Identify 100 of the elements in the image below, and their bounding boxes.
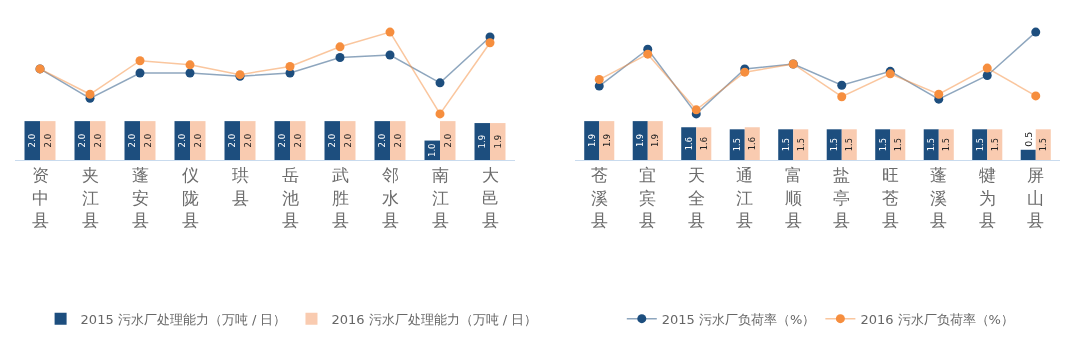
data-label: 1.5 — [795, 138, 806, 152]
data-label: 1.5 — [926, 138, 937, 152]
data-label: 1.5 — [844, 138, 855, 152]
legend-label: 2015 污水厂处理能力（万吨 / 日） — [80, 311, 287, 327]
bar — [987, 129, 1003, 160]
point — [335, 52, 345, 62]
data-label: 1.5 — [941, 138, 952, 152]
bar — [875, 129, 891, 160]
data-label: 1.6 — [747, 137, 758, 151]
data-label: 1.5 — [974, 138, 985, 152]
data-label: 2.0 — [142, 133, 153, 148]
bar — [681, 127, 697, 160]
bar — [1035, 129, 1051, 160]
point — [85, 89, 95, 99]
legend-label: 2016 污水厂处理能力（万吨 / 日） — [331, 311, 538, 327]
data-label: 2.0 — [377, 133, 388, 148]
data-label: 2.0 — [177, 133, 188, 148]
x-tick-label: 南江县 — [431, 165, 449, 230]
point — [385, 27, 395, 37]
point — [185, 68, 195, 78]
bar — [647, 121, 663, 160]
point — [485, 38, 495, 48]
data-label: 1.5 — [989, 138, 1000, 152]
data-label: 1.9 — [635, 134, 646, 148]
point — [982, 63, 992, 73]
x-tick-label: 富顺县 — [784, 165, 802, 230]
x-tick-label: 苍溪县 — [590, 165, 608, 230]
x-tick-label: 武胜县 — [331, 165, 349, 230]
data-label: 1.9 — [601, 134, 612, 148]
legend-label: 2015 污水厂负荷率（%） — [661, 311, 816, 327]
x-tick-label: 珙县 — [231, 165, 249, 208]
point — [1031, 27, 1041, 37]
x-tick-label: 蓬溪县 — [930, 165, 948, 230]
point — [837, 92, 847, 102]
point — [934, 89, 944, 99]
point — [435, 109, 445, 119]
x-tick-label: 夹江县 — [81, 165, 99, 230]
data-label: 2.0 — [392, 133, 403, 148]
x-tick-label: 资中县 — [31, 165, 49, 230]
x-tick-label: 仪陇县 — [181, 165, 199, 230]
data-label: 2.0 — [227, 133, 238, 148]
point — [185, 60, 195, 70]
data-label: 1.0 — [427, 143, 438, 157]
data-label: 1.5 — [732, 138, 743, 152]
bar — [584, 121, 600, 160]
bar — [826, 129, 842, 160]
x-tick-label: 旺苍县 — [881, 165, 899, 230]
x-tick-label: 天全县 — [687, 165, 705, 230]
point — [385, 50, 395, 60]
bar — [1020, 149, 1036, 160]
point — [643, 49, 653, 59]
bar — [923, 129, 939, 160]
bar — [744, 127, 760, 160]
x-tick-label: 岳池县 — [281, 165, 299, 230]
x-tick-label: 犍为县 — [978, 165, 996, 230]
point — [594, 75, 604, 85]
data-label: 2.0 — [327, 133, 338, 148]
bar — [599, 121, 615, 160]
data-label: 1.5 — [1038, 138, 1049, 152]
data-label: 2.0 — [92, 133, 103, 148]
data-label: 2.0 — [442, 133, 453, 148]
data-label: 0.5 — [1022, 131, 1034, 147]
point — [435, 78, 445, 88]
data-label: 2.0 — [27, 133, 38, 148]
x-tick-label: 蓬安县 — [131, 165, 149, 230]
point — [691, 105, 701, 115]
data-label: 1.5 — [829, 138, 840, 152]
bar — [696, 127, 712, 160]
data-label: 2.0 — [127, 133, 138, 148]
data-label: 2.0 — [292, 133, 303, 148]
bar — [841, 129, 857, 160]
data-label: 2.0 — [42, 133, 53, 148]
bar — [632, 121, 648, 160]
data-label: 1.9 — [492, 134, 503, 149]
point — [837, 80, 847, 90]
bar — [729, 129, 745, 160]
x-tick-label: 屏山县 — [1027, 165, 1045, 230]
x-tick-label: 邻水县 — [381, 165, 399, 230]
point — [135, 56, 145, 66]
data-label: 2.0 — [242, 133, 253, 148]
point — [135, 68, 145, 78]
data-label: 1.9 — [650, 134, 661, 148]
data-label: 2.0 — [277, 133, 288, 148]
x-tick-label: 通江县 — [736, 165, 754, 230]
x-tick-label: 宜宾县 — [639, 165, 657, 230]
data-label: 1.5 — [877, 138, 888, 152]
data-label: 2.0 — [342, 133, 353, 148]
data-label: 1.5 — [780, 138, 791, 152]
point — [1031, 91, 1041, 101]
x-tick-label: 大邑县 — [481, 165, 499, 230]
x-tick-label: 盐亭县 — [833, 165, 851, 230]
data-label: 1.6 — [698, 137, 709, 151]
bar — [938, 129, 954, 160]
point — [285, 61, 295, 71]
data-label: 1.9 — [586, 134, 597, 148]
data-label: 1.9 — [477, 134, 488, 149]
data-label: 1.6 — [683, 137, 694, 151]
data-label: 2.0 — [77, 133, 88, 148]
point — [335, 42, 345, 52]
bar — [778, 129, 794, 160]
